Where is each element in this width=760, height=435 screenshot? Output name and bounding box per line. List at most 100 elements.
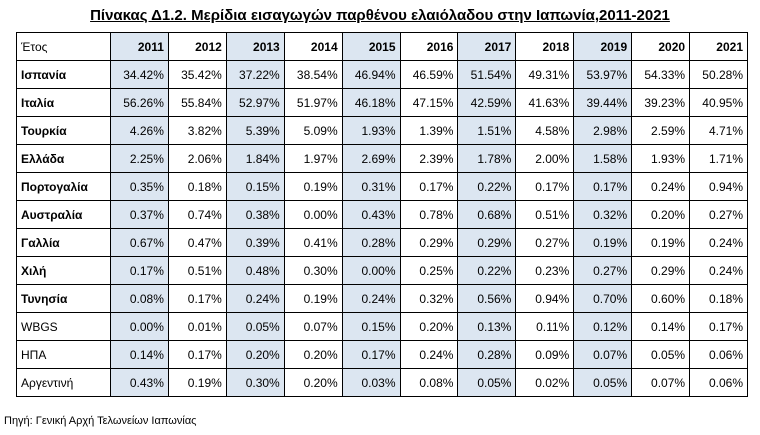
table-cell: 0.39%	[225, 228, 285, 257]
table-cell: 39.23%	[631, 88, 691, 117]
table-cell: 0.41%	[283, 228, 343, 257]
row-label: Έτος	[16, 32, 111, 61]
row-label: Ιταλία	[16, 88, 111, 117]
table-row: Τουρκία 4.26% 3.82% 5.39% 5.09% 1.93% 1.39% 1.5…	[16, 116, 748, 145]
table-cell: 38.54%	[283, 60, 343, 89]
table-cell: 0.06%	[689, 340, 748, 369]
table-cell: 0.05%	[573, 368, 633, 397]
table-cell: 0.19%	[573, 228, 633, 257]
table-cell: 51.54%	[457, 60, 517, 89]
row-label: Χιλή	[16, 256, 111, 285]
table-cell: 0.22%	[457, 172, 517, 201]
table-cell: 0.17%	[689, 312, 748, 341]
table-cell: 2021	[689, 32, 748, 61]
table-cell: 0.32%	[399, 284, 459, 313]
table-cell: 0.78%	[399, 200, 459, 229]
table-cell: 53.97%	[573, 60, 633, 89]
row-label: Ισπανία	[16, 60, 111, 89]
table-cell: 0.74%	[167, 200, 227, 229]
table-cell: 0.01%	[167, 312, 227, 341]
table-cell: 0.20%	[283, 340, 343, 369]
table-cell: 2016	[399, 32, 459, 61]
table-cell: 2020	[631, 32, 691, 61]
table-cell: 1.97%	[283, 144, 343, 173]
table-cell: 5.39%	[225, 116, 285, 145]
table-cell: 0.70%	[573, 284, 633, 313]
table-cell: 46.59%	[399, 60, 459, 89]
table-cell: 0.32%	[573, 200, 633, 229]
table-cell: 42.59%	[457, 88, 517, 117]
table-cell: 2.59%	[631, 116, 691, 145]
table-cell: 0.17%	[399, 172, 459, 201]
table-cell: 0.20%	[631, 200, 691, 229]
table-cell: 2.06%	[167, 144, 227, 173]
table-row: Ιταλία 56.26% 55.84% 52.97% 51.97% 46.18% 47.1…	[16, 88, 748, 117]
table-cell: 0.07%	[573, 340, 633, 369]
table-cell: 0.17%	[110, 256, 169, 285]
table-cell: 0.94%	[689, 172, 748, 201]
table-cell: 0.94%	[515, 284, 575, 313]
table-cell: 0.60%	[631, 284, 691, 313]
table-cell: 0.51%	[515, 200, 575, 229]
table-cell: 0.27%	[573, 256, 633, 285]
row-label: Πορτογαλία	[16, 172, 111, 201]
table-cell: 0.67%	[110, 228, 169, 257]
table-cell: 2015	[341, 32, 401, 61]
table-cell: 2.39%	[399, 144, 459, 173]
table-cell: 37.22%	[225, 60, 285, 89]
table-row: Γαλλία 0.67% 0.47% 0.39% 0.41% 0.28% 0.29% 0.29…	[16, 228, 748, 257]
table-title: Πίνακας Δ1.2. Μερίδια εισαγωγών παρθένου…	[90, 7, 670, 24]
table-cell: 0.31%	[341, 172, 401, 201]
table-cell: 0.14%	[631, 312, 691, 341]
table-cell: 5.09%	[283, 116, 343, 145]
table-row: WBGS 0.00% 0.01% 0.05% 0.07% 0.15% 0.20% 0.13% 0…	[16, 312, 748, 341]
table-cell: 0.48%	[225, 256, 285, 285]
table-cell: 2.00%	[515, 144, 575, 173]
table-cell: 0.24%	[225, 284, 285, 313]
table-cell: 56.26%	[110, 88, 169, 117]
table-cell: 2018	[515, 32, 575, 61]
table-cell: 0.14%	[110, 340, 169, 369]
table-cell: 0.43%	[110, 368, 169, 397]
table-row: Πορτογαλία 0.35% 0.18% 0.15% 0.19% 0.31% 0.17%…	[16, 172, 748, 201]
table-cell: 2.69%	[341, 144, 401, 173]
table-cell: 0.07%	[283, 312, 343, 341]
table-cell: 2017	[457, 32, 517, 61]
table-cell: 0.56%	[457, 284, 517, 313]
table-cell: 0.24%	[689, 228, 748, 257]
table-cell: 0.05%	[457, 368, 517, 397]
table-cell: 0.02%	[515, 368, 575, 397]
table-cell: 2013	[225, 32, 285, 61]
row-label: Τυνησία	[16, 284, 111, 313]
table-row: Ισπανία 34.42% 35.42% 37.22% 38.54% 46.94% 46.…	[16, 60, 748, 89]
table-cell: 0.24%	[341, 284, 401, 313]
table-cell: 2.98%	[573, 116, 633, 145]
table-cell: 0.17%	[515, 172, 575, 201]
table-cell: 1.78%	[457, 144, 517, 173]
table-cell: 0.19%	[283, 284, 343, 313]
table-cell: 0.27%	[515, 228, 575, 257]
table-cell: 0.20%	[225, 340, 285, 369]
table-cell: 0.24%	[399, 340, 459, 369]
source-note: Πηγή: Γενική Αρχή Τελωνείων Ιαπωνίας	[4, 415, 197, 427]
table-cell: 0.11%	[515, 312, 575, 341]
table-cell: 0.23%	[515, 256, 575, 285]
data-table: Έτος 2011 2012 2013 2014 2015 2016 2017 2018 2019…	[16, 32, 748, 397]
table-cell: 52.97%	[225, 88, 285, 117]
table-cell: 0.35%	[110, 172, 169, 201]
table-cell: 46.18%	[341, 88, 401, 117]
table-row: Έτος 2011 2012 2013 2014 2015 2016 2017 2018 2019…	[16, 32, 748, 61]
table-cell: 0.00%	[341, 256, 401, 285]
table-row: Αυστραλία 0.37% 0.74% 0.38% 0.00% 0.43% 0.78% 0…	[16, 200, 748, 229]
table-cell: 0.22%	[457, 256, 517, 285]
row-label: Τουρκία	[16, 116, 111, 145]
table-cell: 4.58%	[515, 116, 575, 145]
table-cell: 0.15%	[225, 172, 285, 201]
table-cell: 0.17%	[341, 340, 401, 369]
table-cell: 4.71%	[689, 116, 748, 145]
table-cell: 1.71%	[689, 144, 748, 173]
table-cell: 1.58%	[573, 144, 633, 173]
table-cell: 0.03%	[341, 368, 401, 397]
table-cell: 0.30%	[225, 368, 285, 397]
